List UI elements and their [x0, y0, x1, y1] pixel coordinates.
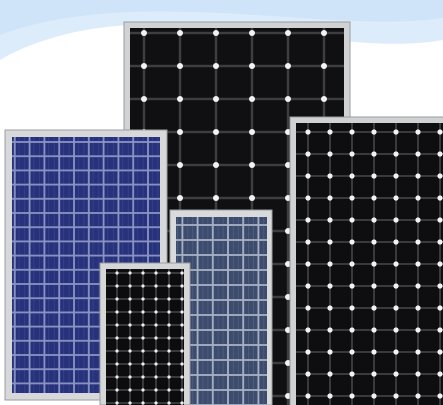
panel-cells — [296, 123, 443, 405]
background-swoosh-light — [0, 0, 443, 35]
right-mono-panel — [289, 116, 443, 405]
panel-cells — [106, 269, 184, 405]
small-mono-panel — [99, 262, 191, 405]
panel-cells — [176, 217, 267, 405]
